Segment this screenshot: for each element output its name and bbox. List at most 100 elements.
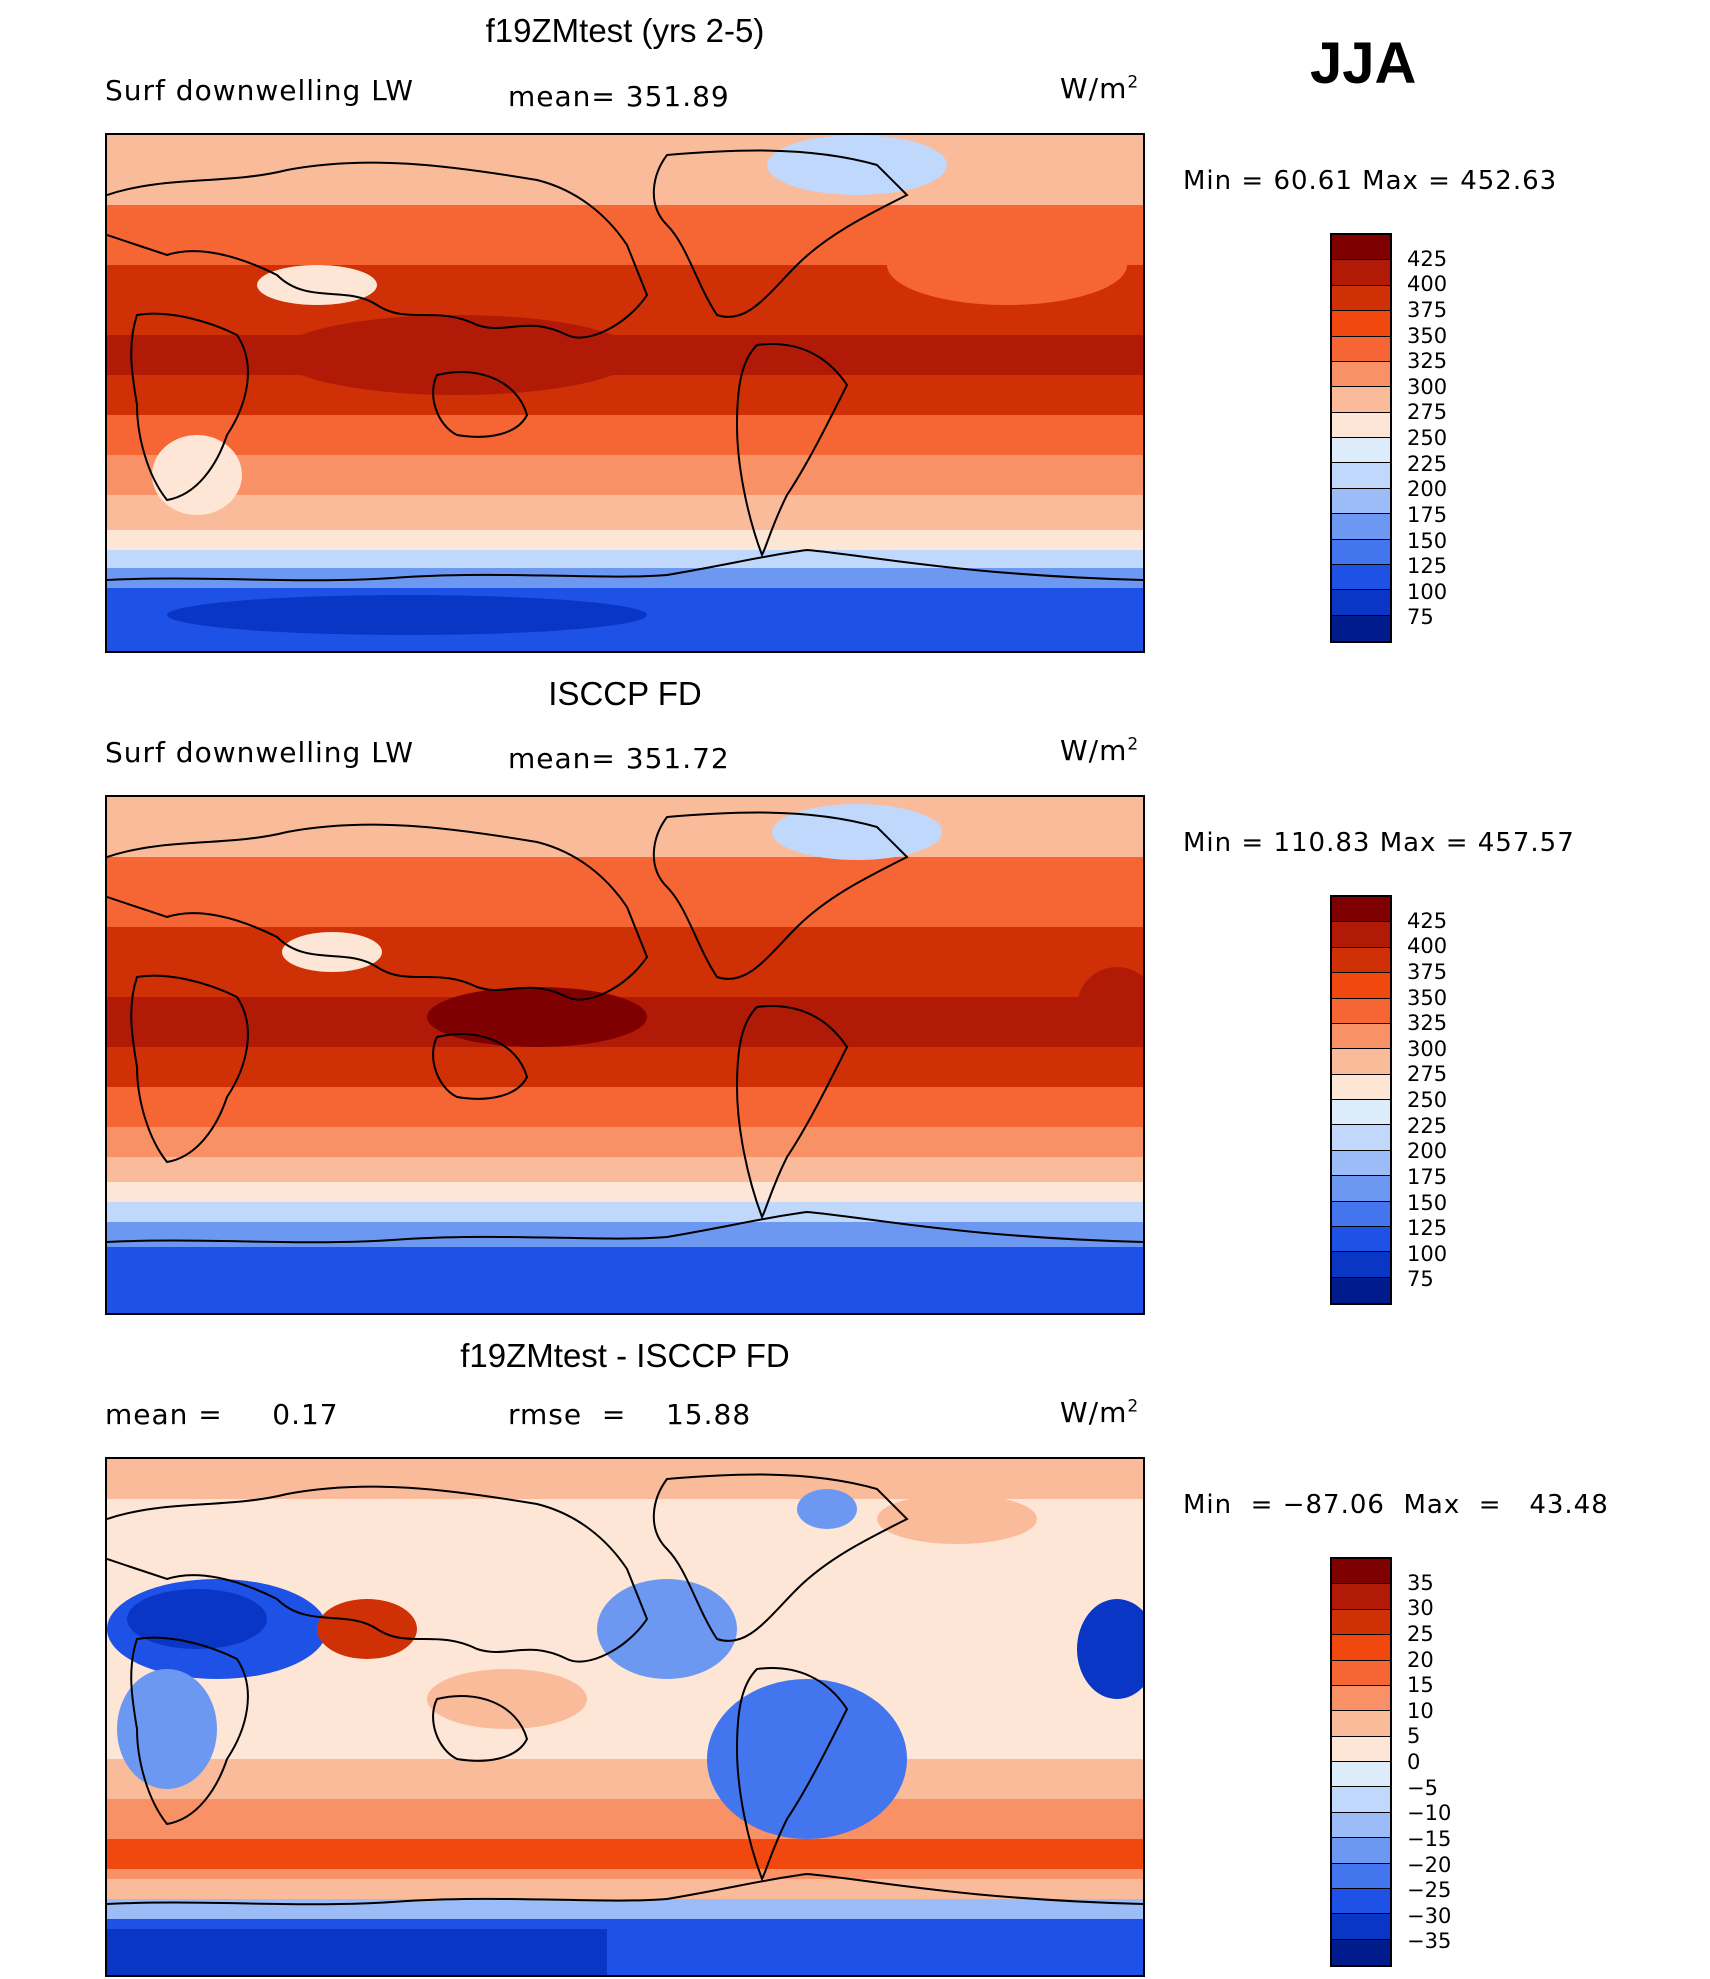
colorbar-tick-label: 300 [1407,374,1448,399]
colorbar-segment [1332,1277,1390,1303]
colorbar-tick-label: 150 [1407,1190,1448,1215]
colorbar-tick-label: 100 [1407,579,1448,604]
colorbar-segment [1332,1176,1390,1202]
colorbar-segment [1332,973,1390,999]
colorbar-segment [1332,1201,1390,1227]
panel-2-minmax: Min = 110.83 Max = 457.57 [1183,828,1575,858]
panel-2-colorbar [1330,895,1392,1305]
panel-1-mean-label: mean= 351.89 [508,80,730,113]
colorbar-tick-label: 35 [1407,1570,1434,1595]
colorbar-tick-label: 225 [1407,451,1448,476]
colorbar-tick-label: 5 [1407,1724,1421,1749]
colorbar-segment [1332,1762,1390,1788]
colorbar-tick-label: 375 [1407,959,1448,984]
colorbar-segment [1332,1863,1390,1889]
panel-2-map [105,795,1145,1315]
colorbar-tick-label: 20 [1407,1647,1434,1672]
colorbar-tick-label: 75 [1407,605,1434,630]
colorbar-segment [1332,488,1390,515]
colorbar-tick-label: 30 [1407,1596,1434,1621]
panel-2-variable-label: Surf downwelling LW [105,736,414,769]
colorbar-segment [1332,1888,1390,1915]
colorbar-segment [1332,1939,1390,1965]
colorbar-tick-label: 200 [1407,477,1448,502]
colorbar-tick-label: 250 [1407,1088,1448,1112]
colorbar-segment [1332,1049,1390,1075]
colorbar-segment [1332,1660,1390,1686]
colorbar-segment [1332,336,1390,362]
panel-1-minmax: Min = 60.61 Max = 452.63 [1183,166,1558,196]
colorbar-segment [1332,615,1390,641]
colorbar-tick-label: 250 [1407,426,1448,450]
panel-3-minmax: Min = −87.06 Max = 43.48 [1183,1490,1609,1520]
colorbar-tick-label: 200 [1407,1139,1448,1164]
colorbar-segment [1332,1023,1390,1050]
colorbar-tick-label: 25 [1407,1621,1434,1646]
panel-3-title: f19ZMtest - ISCCP FD [460,1337,790,1374]
panel-3-map [105,1457,1145,1977]
colorbar-tick-label: 10 [1407,1698,1434,1723]
colorbar-segment [1332,387,1390,413]
colorbar-segment [1332,1787,1390,1813]
colorbar-tick-label: 425 [1407,908,1448,933]
colorbar-segment [1332,947,1390,974]
colorbar-tick-label: −5 [1407,1775,1438,1800]
colorbar-segment [1332,1559,1390,1585]
colorbar-tick-label: 400 [1407,272,1448,297]
colorbar-segment [1332,1100,1390,1126]
colorbar-tick-label: 275 [1407,400,1448,425]
colorbar-segment [1332,564,1390,591]
colorbar-tick-label: 75 [1407,1267,1434,1292]
colorbar-segment [1332,1226,1390,1253]
panel-2-units: W/m2 [1060,734,1140,767]
colorbar-tick-label: 275 [1407,1062,1448,1087]
colorbar-tick-label: 375 [1407,297,1448,322]
panel-2-title: ISCCP FD [548,675,702,712]
colorbar-segment [1332,361,1390,388]
colorbar-tick-label: −35 [1407,1929,1452,1954]
colorbar-tick-label: 325 [1407,1011,1448,1036]
colorbar-tick-label: 400 [1407,934,1448,959]
colorbar-tick-label: 300 [1407,1036,1448,1061]
colorbar-segment [1332,590,1390,616]
colorbar-tick-label: 225 [1407,1113,1448,1138]
colorbar-tick-label: −15 [1407,1826,1452,1851]
colorbar-tick-label: 350 [1407,323,1448,348]
colorbar-segment [1332,235,1390,261]
colorbar-tick-label: 125 [1407,554,1448,579]
panel-1-variable-label: Surf downwelling LW [105,74,414,107]
colorbar-segment [1332,1150,1390,1177]
colorbar-segment [1332,1584,1390,1610]
colorbar-segment [1332,897,1390,923]
colorbar-segment [1332,463,1390,489]
colorbar-tick-label: 150 [1407,528,1448,553]
colorbar-segment [1332,285,1390,312]
colorbar-segment [1332,1812,1390,1839]
colorbar-segment [1332,1838,1390,1864]
colorbar-segment [1332,1074,1390,1100]
colorbar-tick-label: −30 [1407,1903,1452,1928]
colorbar-tick-label: −20 [1407,1852,1452,1877]
colorbar-tick-label: 0 [1407,1750,1421,1774]
colorbar-tick-label: 325 [1407,349,1448,374]
colorbar-tick-label: −10 [1407,1801,1452,1826]
panel-3-colorbar [1330,1557,1392,1967]
colorbar-segment [1332,1635,1390,1661]
colorbar-tick-label: 125 [1407,1216,1448,1241]
panel-1-units: W/m2 [1060,72,1140,105]
colorbar-segment [1332,514,1390,540]
colorbar-segment [1332,260,1390,286]
colorbar-segment [1332,1609,1390,1636]
season-label: JJA [1310,31,1417,96]
colorbar-segment [1332,539,1390,565]
panel-3-mean-label: mean = 0.17 [105,1398,339,1431]
colorbar-segment [1332,438,1390,464]
colorbar-tick-label: −25 [1407,1878,1452,1903]
colorbar-segment [1332,311,1390,337]
panel-3-units: W/m2 [1060,1396,1140,1429]
colorbar-segment [1332,998,1390,1024]
colorbar-segment [1332,922,1390,948]
colorbar-segment [1332,412,1390,438]
colorbar-segment [1332,1125,1390,1151]
panel-1-colorbar [1330,233,1392,643]
